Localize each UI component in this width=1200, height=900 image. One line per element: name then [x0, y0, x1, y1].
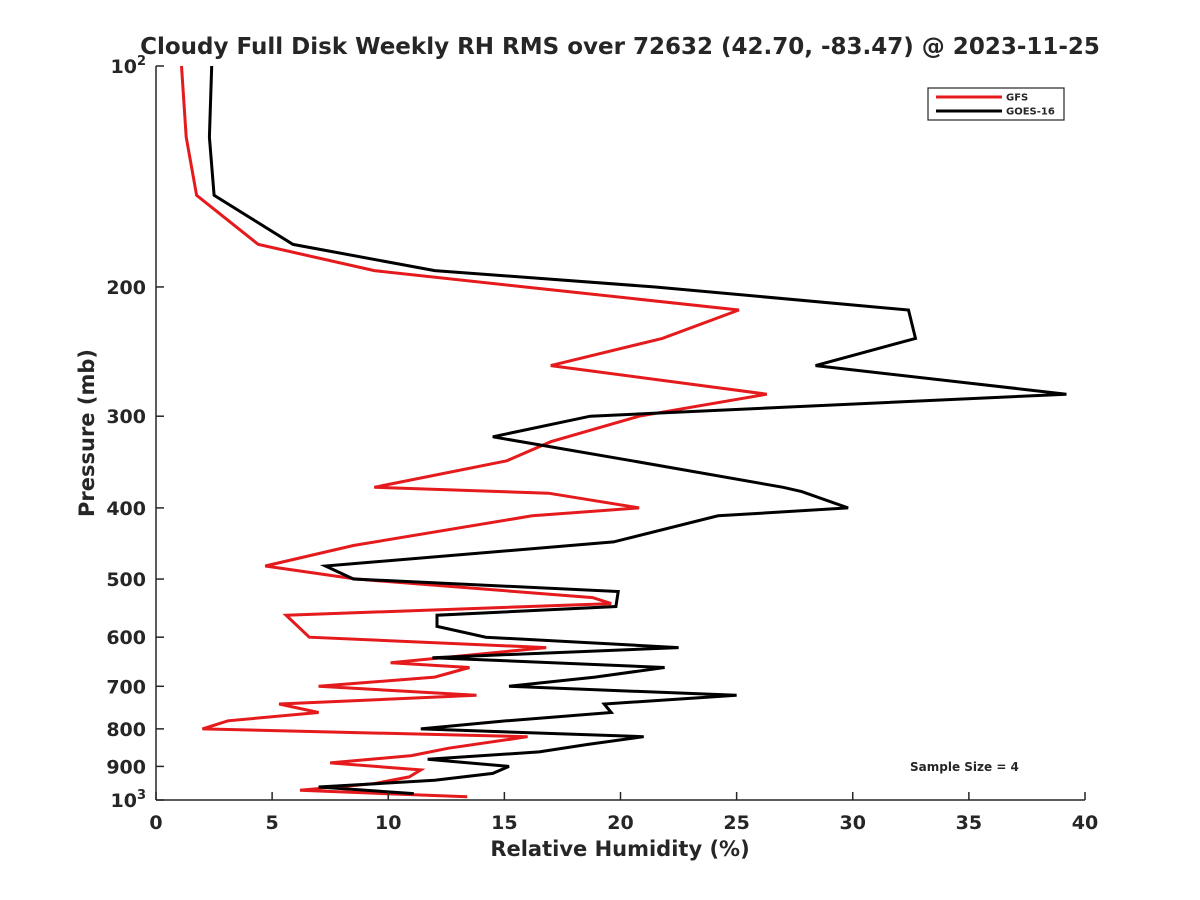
legend: GFS GOES-16 [927, 87, 1065, 121]
series-layer [180, 65, 1067, 799]
y-tick-label: 300 [106, 406, 146, 428]
y-tick-label: 103 [111, 788, 147, 812]
x-ticks: 0 5 10 15 20 25 30 35 40 [149, 792, 1098, 834]
y-tick-label: 200 [106, 277, 146, 299]
x-tick-label: 0 [149, 812, 162, 834]
legend-box [927, 87, 1065, 121]
x-tick-label: 15 [491, 812, 517, 834]
y-tick-label: 700 [106, 676, 146, 698]
y-tick-label: 400 [106, 498, 146, 520]
x-axis-label: Relative Humidity (%) [490, 837, 749, 861]
y-ticks: 102 200 300 400 500 600 700 800 900 103 [106, 54, 164, 812]
x-tick-label: 10 [375, 812, 401, 834]
x-tick-label: 20 [607, 812, 633, 834]
y-tick-label: 102 [111, 54, 147, 78]
x-tick-label: 5 [266, 812, 279, 834]
x-tick-label: 40 [1072, 812, 1098, 834]
y-tick-label: 500 [106, 569, 146, 591]
x-tick-label: 35 [956, 812, 982, 834]
y-tick-label: 800 [106, 719, 146, 741]
x-tick-label: 30 [840, 812, 866, 834]
y-tick-label: 600 [106, 627, 146, 649]
legend-label-gfs: GFS [1006, 93, 1028, 104]
y-tick-label: 900 [106, 756, 146, 778]
legend-label-goes16: GOES-16 [1006, 107, 1055, 118]
series-line-goes16 [207, 65, 1067, 796]
sample-size-annotation: Sample Size = 4 [910, 760, 1019, 774]
chart-title: Cloudy Full Disk Weekly RH RMS over 7263… [140, 34, 1100, 60]
y-axis-label: Pressure (mb) [75, 349, 99, 517]
series-line-gfs [180, 65, 768, 799]
x-tick-label: 25 [723, 812, 749, 834]
